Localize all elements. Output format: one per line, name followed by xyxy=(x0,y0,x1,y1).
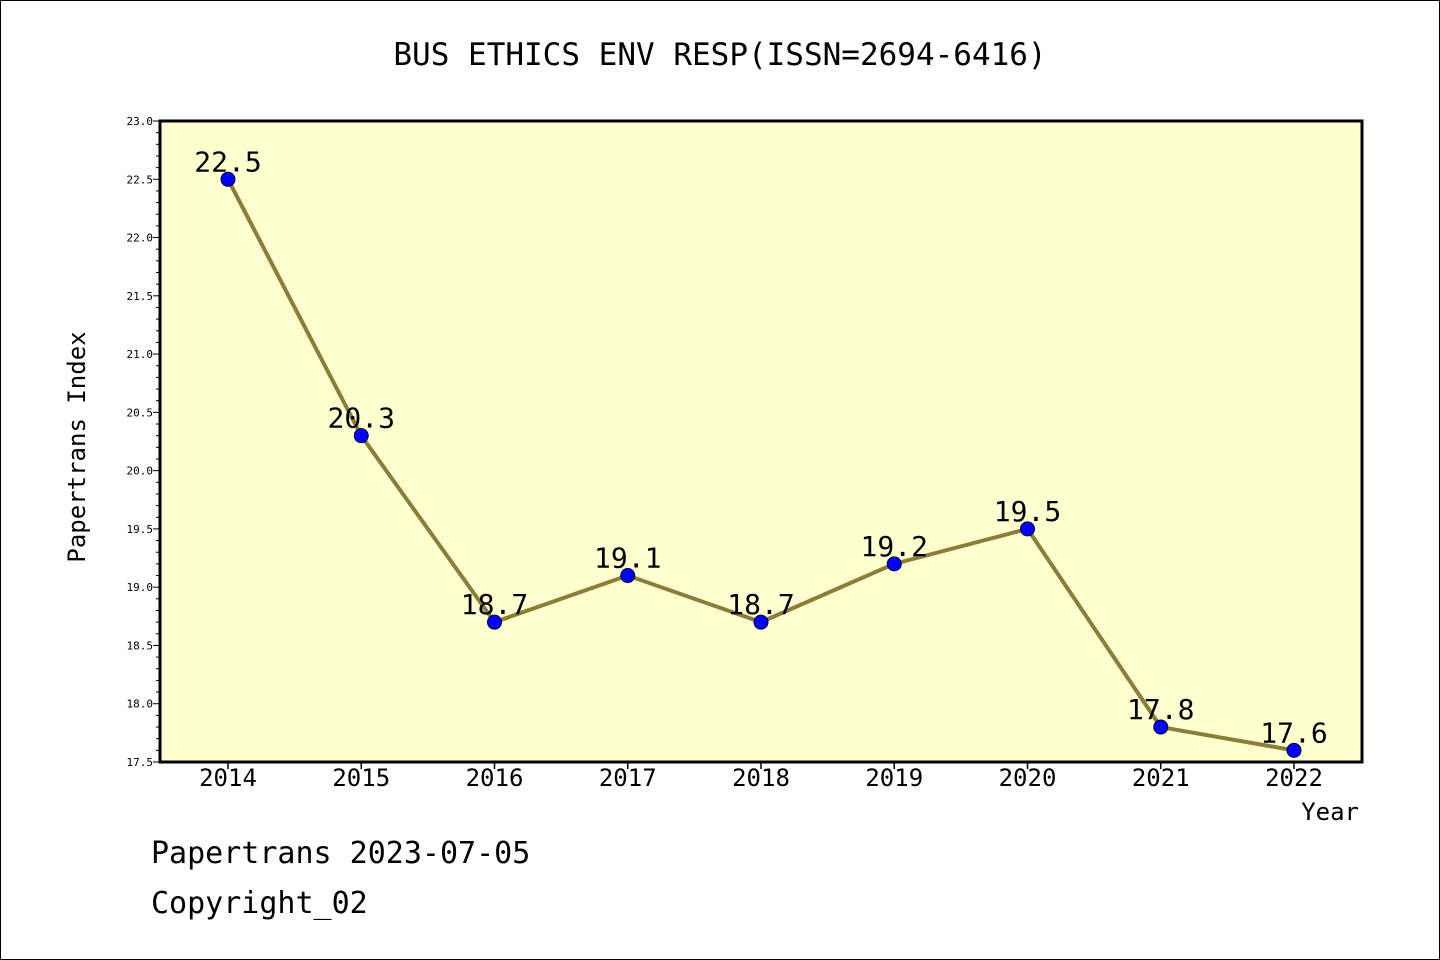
chart-title: BUS ETHICS ENV RESP(ISSN=2694-6416) xyxy=(393,37,1047,73)
y-axis-title: Papertrans Index xyxy=(63,331,91,562)
y-tick-label: 18.5 xyxy=(127,639,154,652)
data-point xyxy=(1153,719,1169,735)
data-point xyxy=(620,568,636,584)
data-point xyxy=(220,171,236,187)
data-point xyxy=(353,428,369,444)
data-point xyxy=(1020,521,1035,537)
y-tick-label: 17.5 xyxy=(127,756,154,769)
y-tick-label: 23.0 xyxy=(127,115,154,128)
x-tick-label: 2017 xyxy=(599,764,657,792)
y-tick-label: 22.0 xyxy=(127,232,154,245)
data-label: 17.6 xyxy=(1260,716,1327,749)
y-tick-label: 21.5 xyxy=(127,290,154,303)
y-axis: 17.5 18.0 18.5 19.0 19.5 20.0 20.5 21.0 21.5 22.0… xyxy=(127,115,160,769)
plot-area xyxy=(158,119,1364,764)
x-tick-label: 2019 xyxy=(865,764,923,792)
data-point xyxy=(886,556,902,572)
y-tick-label: 21.0 xyxy=(127,348,154,361)
y-tick-label: 18.0 xyxy=(127,698,154,711)
data-label: 19.5 xyxy=(994,495,1061,528)
data-label: 18.7 xyxy=(461,588,528,621)
footer-date: Papertrans 2023-07-05 xyxy=(151,836,531,871)
x-tick-label: 2014 xyxy=(199,764,257,792)
x-axis-title: Year xyxy=(1301,798,1359,826)
x-tick-label: 2020 xyxy=(999,764,1057,792)
data-label: 18.7 xyxy=(727,588,794,621)
series-line-group xyxy=(220,171,1302,758)
y-tick-label: 20.0 xyxy=(127,465,154,478)
x-tick-label: 2018 xyxy=(732,764,790,792)
y-tick-label: 20.5 xyxy=(127,406,154,419)
y-tick-label: 19.5 xyxy=(127,523,154,536)
y-tick-label: 19.0 xyxy=(127,581,154,594)
data-label: 19.2 xyxy=(861,530,928,563)
data-label: 20.3 xyxy=(328,402,395,435)
x-axis: 2014 2015 2016 2017 2018 2019 2020 2021 2022 xyxy=(199,762,1323,792)
data-point xyxy=(487,614,502,630)
data-labels-group: 22.5 20.3 18.7 19.1 18.7 19.2 19.5 17.8 17.6 xyxy=(194,145,1327,749)
data-label: 19.1 xyxy=(594,542,661,575)
x-tick-label: 2015 xyxy=(332,764,390,792)
data-label: 22.5 xyxy=(194,145,261,178)
x-tick-label: 2021 xyxy=(1132,764,1190,792)
data-point xyxy=(753,614,769,630)
x-tick-label: 2016 xyxy=(466,764,524,792)
x-tick-label: 2022 xyxy=(1265,764,1323,792)
footer-copyright: Copyright_02 xyxy=(151,886,368,921)
y-tick-label: 22.5 xyxy=(127,173,154,186)
data-point xyxy=(1286,742,1302,758)
data-label: 17.8 xyxy=(1127,693,1194,726)
